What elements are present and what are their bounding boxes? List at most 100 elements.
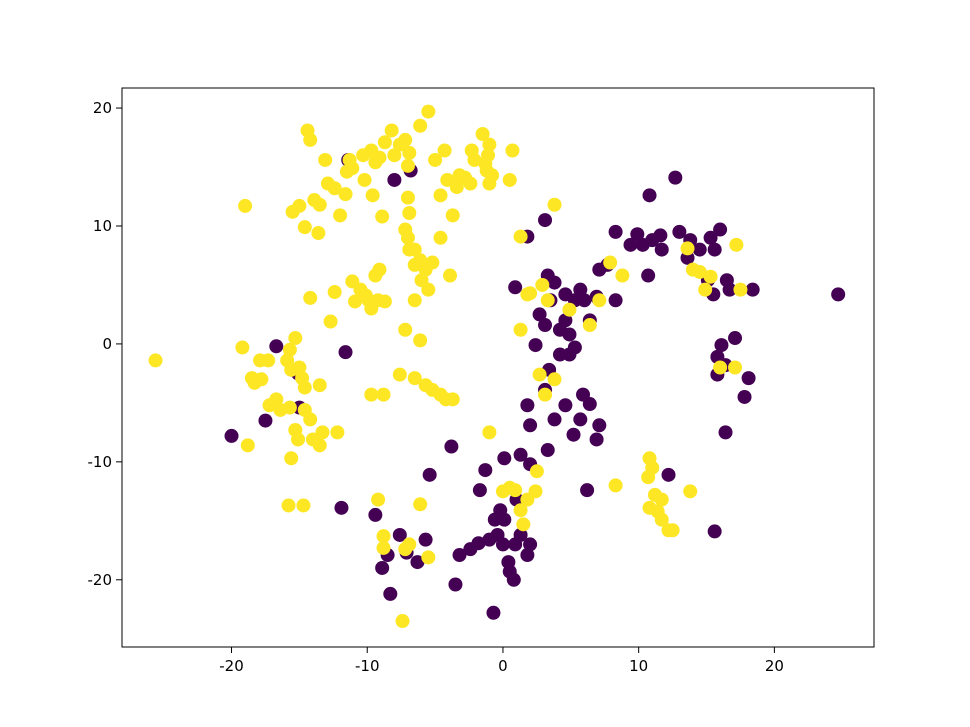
point [445, 208, 460, 223]
point [471, 536, 486, 551]
point [538, 387, 553, 402]
x-tick-label: -10 [355, 657, 380, 675]
point [654, 512, 669, 527]
point [528, 484, 543, 499]
point [452, 548, 467, 563]
point [641, 268, 656, 283]
point [520, 398, 535, 413]
point [562, 302, 577, 317]
point [516, 517, 531, 532]
point [566, 427, 581, 442]
point [623, 237, 638, 252]
point [654, 242, 669, 257]
point [502, 480, 517, 495]
point [482, 176, 497, 191]
point [558, 398, 573, 413]
point [665, 523, 680, 538]
point [558, 313, 573, 328]
point [383, 586, 398, 601]
point [291, 432, 306, 447]
point [513, 322, 528, 337]
point [437, 143, 452, 158]
point [371, 492, 386, 507]
point [418, 532, 433, 547]
point [398, 542, 413, 557]
point [312, 197, 327, 212]
x-tick-label: 10 [629, 657, 648, 675]
point [713, 360, 728, 375]
point [421, 104, 436, 119]
point [345, 161, 360, 176]
point [327, 181, 342, 196]
y-tick-label: -10 [88, 453, 113, 471]
point [365, 188, 380, 203]
point [425, 255, 440, 270]
point [486, 605, 501, 620]
point [312, 438, 327, 453]
point [402, 206, 417, 221]
point [303, 290, 318, 305]
point [323, 314, 338, 329]
point [608, 224, 623, 239]
point [497, 512, 512, 527]
point [547, 275, 562, 290]
point [292, 198, 307, 213]
point [513, 503, 528, 518]
point [540, 293, 555, 308]
point [475, 126, 490, 141]
point [589, 432, 604, 447]
point [400, 230, 415, 245]
point [513, 447, 528, 462]
point [707, 524, 722, 539]
point [269, 339, 284, 354]
point [392, 367, 407, 382]
point [608, 293, 623, 308]
point [330, 425, 345, 440]
point [422, 467, 437, 482]
point [400, 190, 415, 205]
point [281, 498, 296, 513]
point [573, 412, 588, 427]
point [433, 188, 448, 203]
axes-frame [121, 87, 875, 648]
point [413, 497, 428, 512]
point [377, 135, 392, 150]
point [523, 418, 538, 433]
point [683, 484, 698, 499]
point [258, 413, 273, 428]
point [582, 397, 597, 412]
point [547, 372, 562, 387]
point [472, 483, 487, 498]
point [603, 255, 618, 270]
point [692, 242, 707, 257]
point [392, 527, 407, 542]
point [269, 392, 284, 407]
point [303, 412, 318, 427]
point [387, 148, 402, 163]
point [532, 367, 547, 382]
point [284, 451, 299, 466]
point [653, 228, 668, 243]
point [407, 293, 422, 308]
point [741, 371, 756, 386]
point [630, 227, 645, 242]
point [433, 230, 448, 245]
point [580, 483, 595, 498]
point [376, 529, 391, 544]
point [506, 572, 521, 587]
point [547, 412, 562, 427]
point [282, 400, 297, 415]
point [535, 277, 550, 292]
point [508, 280, 523, 295]
point [737, 389, 752, 404]
point [718, 425, 733, 440]
point [680, 241, 695, 256]
point [573, 282, 588, 297]
point [615, 268, 630, 283]
point [714, 338, 729, 353]
point [376, 540, 391, 555]
point [577, 293, 592, 308]
y-tick-label: -20 [88, 571, 113, 589]
point [421, 550, 436, 565]
